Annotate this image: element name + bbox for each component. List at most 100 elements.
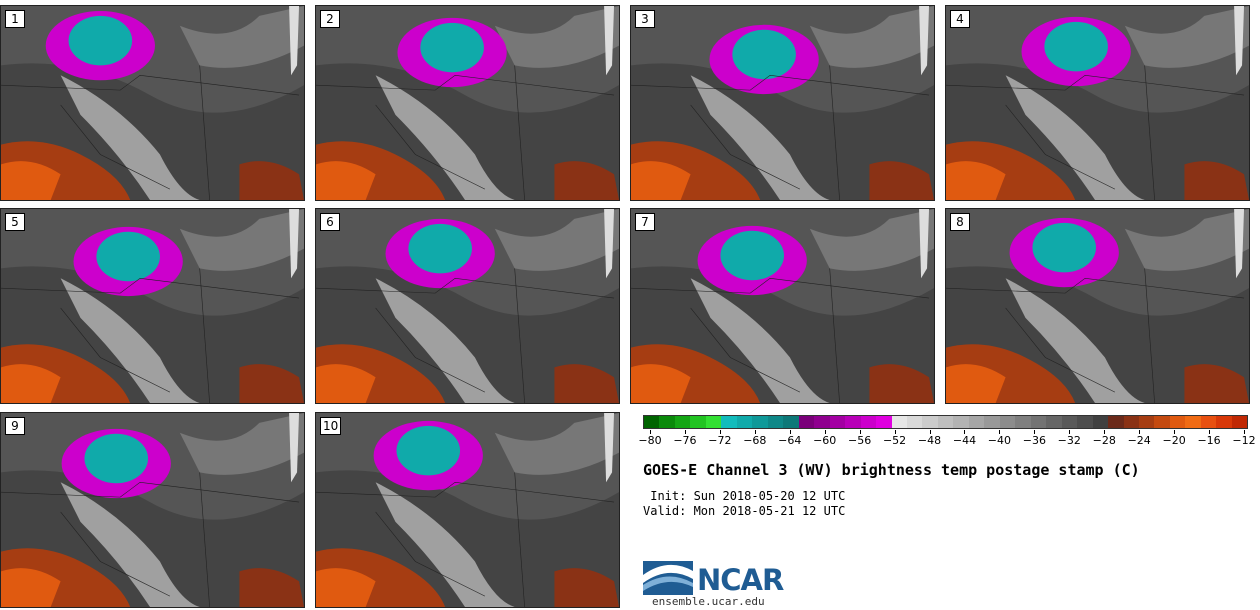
colorbar-swatch xyxy=(644,416,660,428)
water-vapor-map-icon xyxy=(316,6,619,200)
colorbar-tick-label: −12 xyxy=(1232,434,1256,447)
map-panel: 1 xyxy=(0,5,305,201)
water-vapor-map-icon xyxy=(946,6,1249,200)
panel-number: 1 xyxy=(5,10,25,28)
colorbar-swatch xyxy=(1092,416,1109,428)
site-url: ensemble.ucar.edu xyxy=(652,595,765,608)
ncar-logo-icon xyxy=(643,561,693,595)
colorbar-tick-label: −52 xyxy=(882,434,907,447)
panel-number: 4 xyxy=(950,10,970,28)
colorbar-swatch xyxy=(783,416,799,428)
logo-text: NCAR xyxy=(697,563,784,597)
colorbar-tick-label: −76 xyxy=(673,434,697,447)
colorbar-swatch xyxy=(1077,416,1093,428)
colorbar-tick-label: −32 xyxy=(1057,434,1081,447)
colorbar-swatch xyxy=(1061,416,1078,428)
map-panel: 7 xyxy=(630,208,935,404)
map-panel: 8 xyxy=(945,208,1250,404)
colorbar-swatch xyxy=(1046,416,1062,428)
colorbar-swatch xyxy=(798,416,815,428)
colorbar-swatch xyxy=(736,416,753,428)
colorbar-tick xyxy=(1174,430,1176,434)
colorbar-swatch xyxy=(814,416,830,428)
colorbar-tick-label: −16 xyxy=(1197,434,1221,447)
colorbar-swatch xyxy=(721,416,737,428)
colorbar-tick xyxy=(1069,430,1071,434)
colorbar-swatch xyxy=(953,416,969,428)
colorbar-tick-label: −24 xyxy=(1127,434,1151,447)
colorbar-swatch xyxy=(1139,416,1155,428)
colorbar-swatch xyxy=(1123,416,1139,428)
colorbar-tick xyxy=(754,430,756,434)
colorbar-tick xyxy=(894,430,896,434)
panel-number: 10 xyxy=(320,417,342,435)
map-panel: 10 xyxy=(315,412,620,608)
colorbar-tick-label: −48 xyxy=(917,434,942,447)
colorbar-tick xyxy=(1244,430,1245,434)
colorbar-swatch xyxy=(829,416,846,428)
colorbar-swatch xyxy=(876,416,892,428)
colorbar-tick-label: −68 xyxy=(743,434,767,447)
colorbar-swatch xyxy=(1015,416,1031,428)
colorbar-tick-label: −44 xyxy=(952,434,977,447)
colorbar-tick xyxy=(929,430,931,434)
colorbar-swatch xyxy=(1185,416,1201,428)
water-vapor-map-icon xyxy=(316,413,619,607)
panel-number: 6 xyxy=(320,213,340,231)
colorbar-tick xyxy=(1139,430,1141,434)
colorbar-tick xyxy=(1104,430,1106,434)
colorbar-tick xyxy=(824,430,826,434)
colorbar-tick xyxy=(999,430,1001,434)
colorbar-tick xyxy=(789,430,791,434)
colorbar-swatch xyxy=(999,416,1016,428)
colorbar-tick-label: −64 xyxy=(778,434,802,447)
colorbar-swatch xyxy=(968,416,985,428)
colorbar-swatch xyxy=(937,416,954,428)
colorbar-swatch xyxy=(752,416,768,428)
water-vapor-map-icon xyxy=(631,6,934,200)
map-panel: 9 xyxy=(0,412,305,608)
colorbar-tick xyxy=(719,430,721,434)
colorbar-swatch xyxy=(1231,416,1248,428)
panel-number: 5 xyxy=(5,213,25,231)
panel-number: 8 xyxy=(950,213,970,231)
colorbar-tick-label: −40 xyxy=(987,434,1012,447)
panel-number: 3 xyxy=(635,10,655,28)
colorbar-swatch xyxy=(1169,416,1186,428)
map-panel: 2 xyxy=(315,5,620,201)
colorbar-swatch xyxy=(845,416,861,428)
colorbar-tick xyxy=(859,430,861,434)
water-vapor-map-icon xyxy=(316,209,619,403)
colorbar xyxy=(643,415,1248,429)
colorbar-swatch xyxy=(659,416,675,428)
map-panel: 4 xyxy=(945,5,1250,201)
init-time: Init: Sun 2018-05-20 12 UTC xyxy=(643,489,846,503)
colorbar-swatch xyxy=(984,416,1000,428)
water-vapor-map-icon xyxy=(1,6,304,200)
colorbar-swatch xyxy=(1200,416,1217,428)
colorbar-tick xyxy=(1034,430,1036,434)
colorbar-tick xyxy=(964,430,966,434)
colorbar-swatch xyxy=(906,416,923,428)
colorbar-tick xyxy=(1209,430,1211,434)
water-vapor-map-icon xyxy=(631,209,934,403)
colorbar-ticks: −80 −76 −72 −68 −64 −60 −56 −52 −48 −44 −40 −36 −32−… xyxy=(638,430,1256,450)
valid-time: Valid: Mon 2018-05-21 12 UTC xyxy=(643,504,846,518)
colorbar-swatch xyxy=(767,416,784,428)
water-vapor-map-icon xyxy=(946,209,1249,403)
panel-number: 2 xyxy=(320,10,340,28)
colorbar-tick-label: −20 xyxy=(1162,434,1186,447)
colorbar-swatch xyxy=(1154,416,1170,428)
colorbar-tick-label: −36 xyxy=(1022,434,1046,447)
colorbar-tick-label: −80 xyxy=(638,434,662,447)
colorbar-swatch xyxy=(690,416,706,428)
colorbar-tick-label: −28 xyxy=(1092,434,1116,447)
figure-title: GOES-E Channel 3 (WV) brightness temp po… xyxy=(643,461,1140,479)
colorbar-tick-label: −72 xyxy=(708,434,732,447)
colorbar-swatch xyxy=(1108,416,1124,428)
colorbar-swatch xyxy=(1030,416,1047,428)
panel-number: 7 xyxy=(635,213,655,231)
colorbar-tick-label: −56 xyxy=(848,434,872,447)
colorbar-tick xyxy=(650,430,651,434)
map-panel: 6 xyxy=(315,208,620,404)
